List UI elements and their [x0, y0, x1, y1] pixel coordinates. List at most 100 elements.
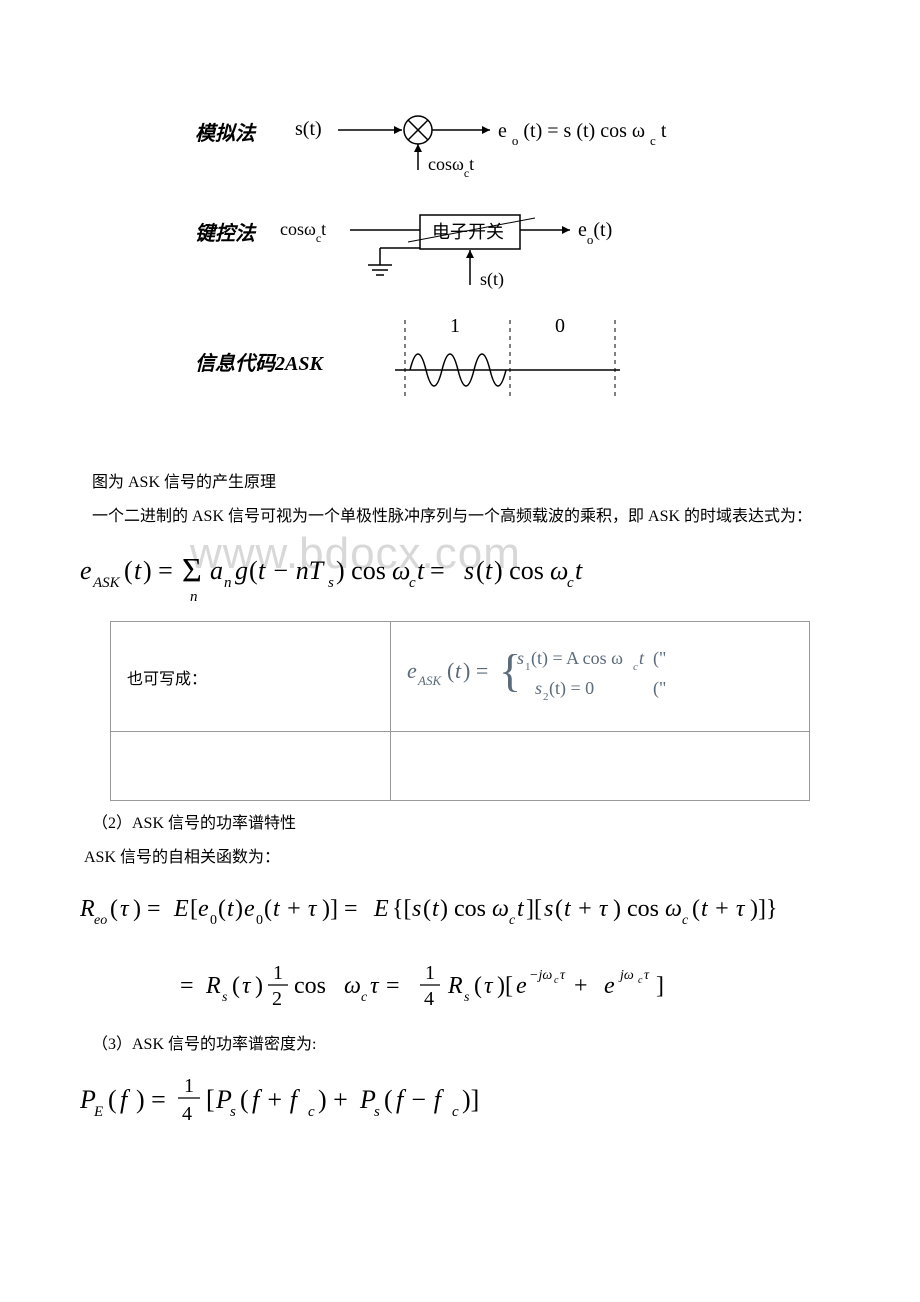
- svg-text:t: t: [432, 896, 440, 922]
- svg-text:4: 4: [182, 1103, 192, 1125]
- svg-text:=: =: [430, 556, 445, 585]
- svg-text:R: R: [447, 973, 463, 999]
- svg-text:) cos: ) cos: [336, 556, 386, 585]
- svg-text:ω: ω: [492, 896, 509, 922]
- svg-text:t + τ: t + τ: [701, 896, 746, 922]
- bit-0: 0: [555, 315, 565, 337]
- table-empty-2: [390, 732, 809, 801]
- table-cell-right: e ASK ( t ) = { s 1 (t) = A cos ω c t ("…: [390, 622, 809, 732]
- svg-text:1: 1: [184, 1075, 194, 1097]
- svg-text:s: s: [464, 990, 470, 1005]
- svg-text:(: (: [218, 896, 226, 922]
- svg-text:): ): [235, 896, 243, 922]
- svg-text:=: =: [180, 973, 194, 999]
- svg-text:(: (: [384, 1085, 393, 1114]
- svg-text:c: c: [361, 990, 368, 1005]
- section-3-title: （3）ASK 信号的功率谱密度为:: [60, 1032, 860, 1058]
- svg-text:s: s: [517, 648, 524, 668]
- svg-text:)[: )[: [497, 973, 513, 999]
- row2-box-label: 电子开关: [432, 222, 504, 242]
- svg-text:): ): [255, 973, 263, 999]
- svg-text:τ: τ: [120, 896, 130, 922]
- svg-text:τ: τ: [644, 968, 650, 983]
- svg-text:(t) = A cos ω: (t) = A cos ω: [531, 648, 623, 669]
- svg-text:s: s: [230, 1104, 236, 1120]
- svg-text:(: (: [232, 973, 240, 999]
- svg-text:c: c: [509, 913, 516, 928]
- svg-text:s: s: [464, 556, 474, 585]
- svg-text:)]: )]: [462, 1085, 479, 1114]
- svg-text:ω: ω: [344, 973, 361, 999]
- svg-text:t: t: [639, 648, 645, 668]
- svg-text:c: c: [409, 575, 416, 591]
- svg-text:) =: ) =: [133, 896, 161, 922]
- svg-text:ω: ω: [392, 556, 410, 585]
- svg-text:E: E: [173, 896, 189, 922]
- row1-label: 模拟法: [195, 122, 257, 145]
- svg-text:s: s: [374, 1104, 380, 1120]
- svg-text:[: [: [206, 1085, 215, 1114]
- svg-text:f + f: f + f: [252, 1085, 301, 1114]
- svg-text:(: (: [108, 1085, 117, 1114]
- svg-text:(: (: [423, 896, 431, 922]
- svg-text:s: s: [535, 678, 542, 698]
- row2-label: 键控法: [195, 222, 257, 245]
- svg-text:f − f: f − f: [396, 1085, 445, 1114]
- row1-carrier: cosωct: [428, 154, 474, 180]
- svg-text:t: t: [575, 556, 583, 585]
- svg-text:t − nT: t − nT: [258, 556, 325, 585]
- svg-text:τ: τ: [484, 973, 494, 999]
- svg-text:τ: τ: [560, 968, 566, 983]
- svg-text:[: [: [190, 896, 198, 922]
- svg-text:e: e: [198, 896, 209, 922]
- svg-text:e: e: [407, 658, 417, 683]
- svg-text:) =: ) =: [136, 1085, 166, 1114]
- svg-text:(: (: [264, 896, 272, 922]
- svg-text:]: ]: [656, 973, 664, 999]
- svg-text:t + τ: t + τ: [273, 896, 318, 922]
- svg-text:{[: {[: [392, 896, 412, 922]
- svg-text:(": (": [653, 648, 666, 669]
- svg-text:s: s: [544, 896, 553, 922]
- svg-text:cos: cos: [294, 973, 326, 999]
- svg-text:ω: ω: [665, 896, 682, 922]
- svg-text:) cos: ) cos: [613, 896, 659, 922]
- svg-text:e: e: [244, 896, 255, 922]
- svg-text:−jω: −jω: [529, 968, 552, 983]
- svg-text:E: E: [93, 1104, 103, 1120]
- svg-text:(: (: [474, 973, 482, 999]
- svg-text:t + τ: t + τ: [564, 896, 609, 922]
- svg-text:(: (: [476, 556, 485, 585]
- svg-text:(: (: [447, 658, 454, 683]
- svg-text:) =: ) =: [463, 658, 488, 683]
- svg-text:e: e: [516, 973, 527, 999]
- svg-text:jω: jω: [618, 968, 634, 983]
- svg-text:][: ][: [526, 896, 542, 922]
- svg-text:1: 1: [273, 962, 283, 984]
- row1-input: s(t): [295, 118, 322, 140]
- svg-text:E: E: [373, 896, 389, 922]
- svg-text:(t) = 0: (t) = 0: [549, 678, 594, 699]
- formula-psd: P E ( f ) = 1 4 [ P s ( f + f c ) + P s …: [80, 1070, 860, 1135]
- ask-generation-diagram: 模拟法 s(t) e o (t) = s (t) cos ω c t cosωc…: [140, 100, 780, 430]
- paragraph-1: 一个二进制的 ASK 信号可视为一个单极性脉冲序列与一个高频载波的乘积，即 AS…: [60, 504, 860, 530]
- svg-text:a: a: [210, 556, 223, 585]
- svg-text:ASK: ASK: [92, 575, 121, 591]
- svg-text:(: (: [692, 896, 700, 922]
- row2-output: eo(t): [578, 219, 612, 247]
- svg-text:) cos: ) cos: [494, 556, 544, 585]
- svg-text:(: (: [110, 896, 118, 922]
- svg-text:) =: ) =: [143, 556, 173, 585]
- svg-text:c: c: [567, 575, 574, 591]
- svg-text:c: c: [452, 1104, 459, 1120]
- svg-text:(: (: [249, 556, 258, 585]
- svg-text:c: c: [682, 913, 689, 928]
- svg-text:n: n: [190, 589, 198, 605]
- svg-text:1: 1: [425, 962, 435, 984]
- svg-text:(: (: [240, 1085, 249, 1114]
- svg-text:2: 2: [543, 691, 549, 703]
- svg-text:τ: τ: [242, 973, 252, 999]
- row1-output: e o (t) = s (t) cos ω c t: [498, 120, 667, 148]
- svg-text:ω: ω: [550, 556, 568, 585]
- svg-text:=: =: [386, 973, 400, 999]
